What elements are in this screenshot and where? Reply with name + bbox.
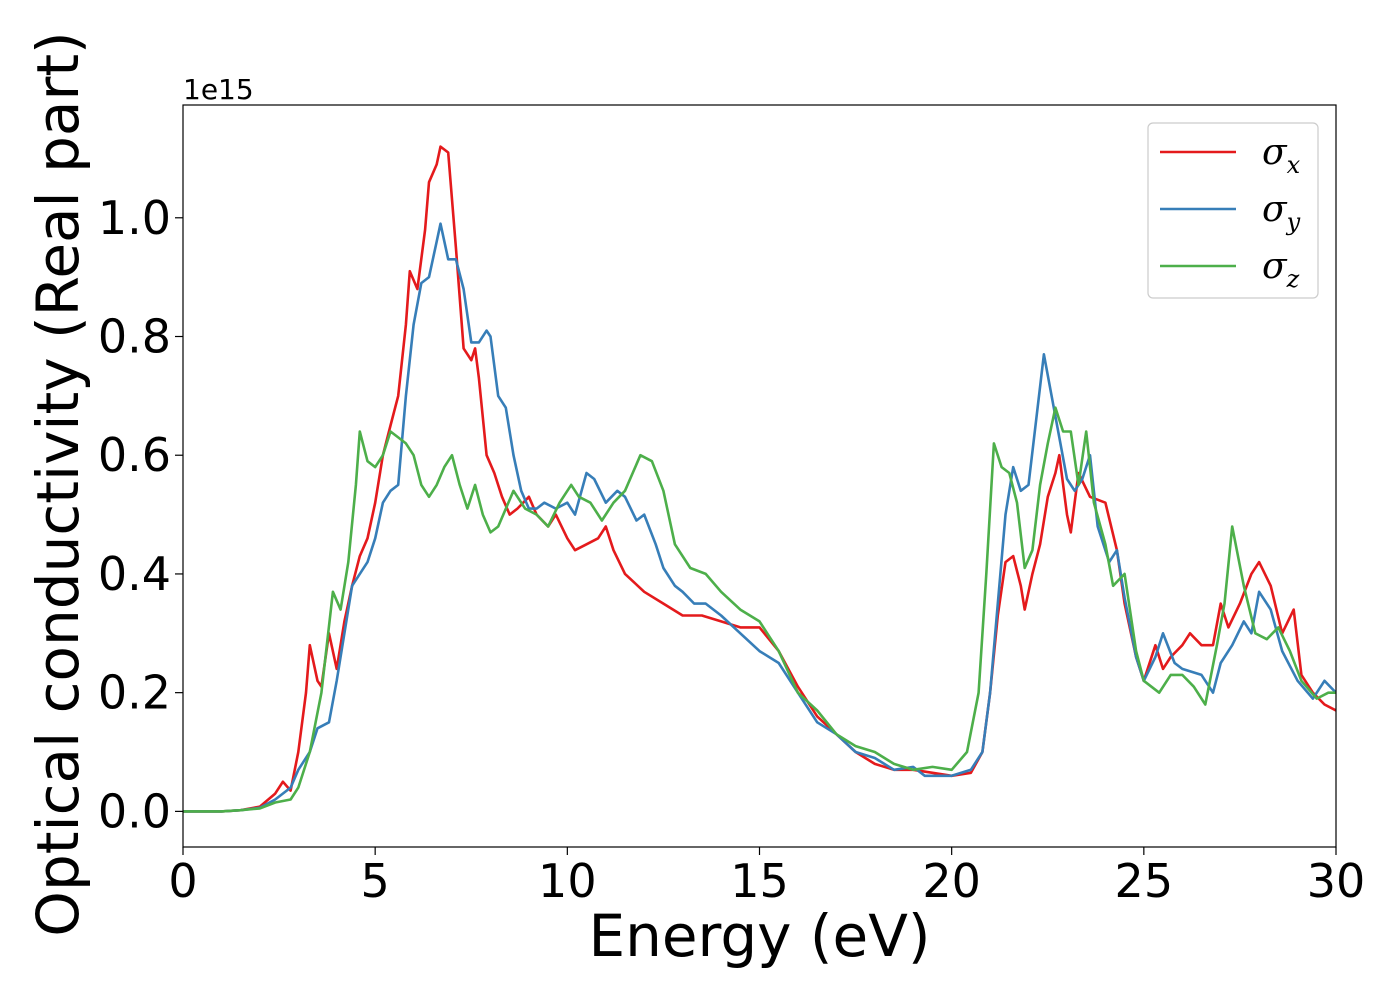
- series-layer: [183, 145, 1336, 813]
- x-tick-label: 5: [361, 854, 390, 908]
- legend-label: σz: [1262, 246, 1300, 293]
- x-tick-label: 25: [1115, 854, 1174, 908]
- y-axis: 0.0 0.2 0.4 0.6 0.8 1.0: [98, 191, 183, 838]
- x-tick-label: 30: [1307, 854, 1366, 908]
- series-line-x: [183, 145, 1336, 813]
- x-tick-label: 10: [538, 854, 597, 908]
- y-tick-label: 0.8: [98, 310, 171, 364]
- legend-box: [1147, 122, 1319, 299]
- legend-label: σx: [1262, 132, 1301, 179]
- y-tick-label: 0.4: [98, 547, 171, 601]
- legend-entry-x: σx: [1160, 132, 1301, 179]
- y-tick-label: 0.6: [98, 428, 171, 482]
- legend-label: σy: [1262, 189, 1301, 236]
- x-axis: 0 5 10 15 20 25 30: [168, 847, 1365, 908]
- y-tick-label: 0.0: [98, 784, 171, 838]
- series-line-z: [183, 406, 1336, 813]
- series-line-y: [183, 222, 1336, 813]
- y-axis-title: Optical conductivity (Real part): [24, 31, 92, 936]
- y-tick-label: 1.0: [98, 191, 171, 245]
- legend: σx σy σz: [1147, 122, 1319, 299]
- x-axis-title: Energy (eV): [588, 902, 930, 970]
- x-tick-label: 0: [168, 854, 197, 908]
- y-tick-label: 0.2: [98, 666, 171, 720]
- y-axis-offset-label: 1e15: [183, 73, 254, 106]
- legend-entry-z: σz: [1160, 246, 1300, 293]
- legend-entry-y: σy: [1160, 189, 1301, 236]
- x-tick-label: 20: [922, 854, 981, 908]
- x-tick-label: 15: [730, 854, 789, 908]
